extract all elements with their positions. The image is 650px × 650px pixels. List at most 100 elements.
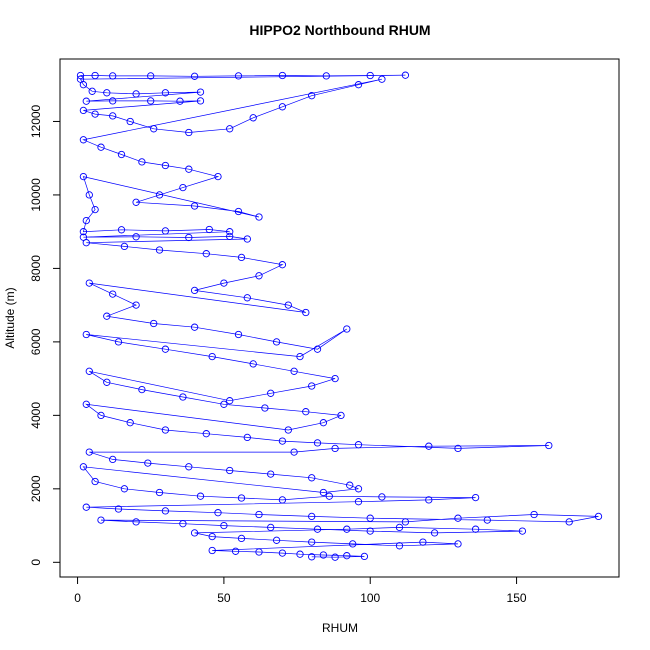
data-point-0-49 <box>91 205 99 214</box>
data-point-0-53 <box>161 227 170 235</box>
data-point-0-4 <box>190 72 199 80</box>
data-point-0-55 <box>226 228 234 236</box>
data-point-0-170 <box>349 540 357 548</box>
data-point-0-127 <box>319 488 328 497</box>
data-point-0-98 <box>220 400 228 408</box>
data-point-0-7 <box>322 72 330 80</box>
data-point-0-56 <box>79 233 88 241</box>
y-tick-label-6: 12000 <box>29 104 43 138</box>
data-point-0-106 <box>126 419 134 427</box>
data-point-0-52 <box>117 226 126 234</box>
data-point-0-101 <box>337 411 345 420</box>
data-point-0-125 <box>346 481 354 489</box>
data-point-0-29 <box>249 114 257 122</box>
data-point-0-102 <box>319 419 328 427</box>
data-point-0-17 <box>82 97 90 105</box>
data-point-0-155 <box>179 520 187 528</box>
data-point-0-44 <box>190 202 199 210</box>
x-tick-label-2: 100 <box>360 591 380 605</box>
y-tick-label-5: 10000 <box>29 178 43 212</box>
data-point-0-162 <box>471 525 480 533</box>
data-point-0-131 <box>155 488 164 497</box>
data-point-0-183 <box>308 553 316 561</box>
y-tick-label-4: 8000 <box>29 255 43 282</box>
x-axis: 0 50 100 150 <box>74 577 527 605</box>
data-point-0-129 <box>91 477 99 486</box>
data-point-0-171 <box>395 542 404 550</box>
data-point-0-5 <box>234 72 243 80</box>
data-point-0-108 <box>202 430 210 438</box>
data-point-0-54 <box>205 225 213 234</box>
y-axis-label: Altitude (m) <box>3 287 17 348</box>
data-point-0-62 <box>120 242 129 251</box>
data-point-0-116 <box>331 444 339 453</box>
data-point-0-58 <box>185 233 193 242</box>
data-point-0-167 <box>237 534 246 543</box>
data-point-0-59 <box>226 232 234 241</box>
data-point-0-176 <box>255 548 263 556</box>
data-point-0-113 <box>454 444 462 453</box>
data-point-0-32 <box>354 81 363 89</box>
data-point-0-93 <box>226 397 234 405</box>
data-point-0-174 <box>208 546 216 555</box>
data-point-0-23 <box>91 110 99 118</box>
data-point-0-143 <box>214 509 222 517</box>
data-point-0-68 <box>220 279 228 287</box>
data-point-0-139 <box>354 498 363 506</box>
data-point-0-160 <box>430 529 439 537</box>
data-point-0-47 <box>79 172 88 181</box>
data-point-0-10 <box>76 75 85 83</box>
data-point-0-96 <box>138 385 146 394</box>
data-point-0-168 <box>272 536 281 544</box>
data-point-0-117 <box>290 448 298 456</box>
data-point-0-26 <box>150 125 158 133</box>
data-point-0-161 <box>518 527 527 535</box>
data-point-0-99 <box>261 404 269 412</box>
data-point-0-142 <box>161 507 170 515</box>
data-point-0-132 <box>196 492 205 500</box>
data-point-0-82 <box>343 325 351 333</box>
data-point-0-57 <box>132 233 140 241</box>
data-point-0-76 <box>103 312 111 320</box>
data-point-0-97 <box>179 393 187 401</box>
data-point-0-6 <box>278 71 287 80</box>
data-point-0-20 <box>176 97 184 105</box>
data-point-0-79 <box>234 330 243 339</box>
data-point-0-89 <box>290 367 298 375</box>
data-point-0-138 <box>425 496 433 504</box>
data-point-0-15 <box>161 89 170 97</box>
data-point-0-69 <box>190 286 199 295</box>
data-point-0-111 <box>313 439 322 447</box>
data-point-0-165 <box>190 529 199 537</box>
data-point-0-135 <box>325 492 333 500</box>
data-point-0-182 <box>331 553 339 561</box>
data-point-0-121 <box>185 463 193 471</box>
data-point-0-151 <box>454 514 462 522</box>
plot-frame <box>59 58 620 578</box>
data-point-0-119 <box>109 455 117 464</box>
series-0-trace <box>79 74 599 558</box>
data-point-0-73 <box>85 279 93 287</box>
data-point-0-146 <box>366 514 374 522</box>
data-point-0-70 <box>243 294 251 302</box>
data-point-0-36 <box>117 150 126 159</box>
data-point-0-8 <box>366 71 374 80</box>
data-point-0-63 <box>155 246 164 254</box>
data-point-0-14 <box>132 90 140 98</box>
data-point-0-33 <box>378 75 386 83</box>
data-point-0-31 <box>308 92 316 100</box>
data-point-0-11 <box>79 81 88 89</box>
data-point-0-105 <box>97 411 105 420</box>
data-point-0-12 <box>88 87 96 95</box>
data-point-0-80 <box>272 338 281 346</box>
data-point-0-126 <box>354 485 363 493</box>
data-point-0-158 <box>313 525 322 533</box>
data-point-0-163 <box>395 523 404 532</box>
chart-title: HIPPO2 Northbound RHUM <box>249 22 430 38</box>
data-point-0-91 <box>308 382 316 390</box>
data-point-0-35 <box>97 143 105 151</box>
data-point-0-67 <box>255 272 263 280</box>
data-point-0-173 <box>419 538 427 546</box>
data-point-0-164 <box>343 525 351 533</box>
